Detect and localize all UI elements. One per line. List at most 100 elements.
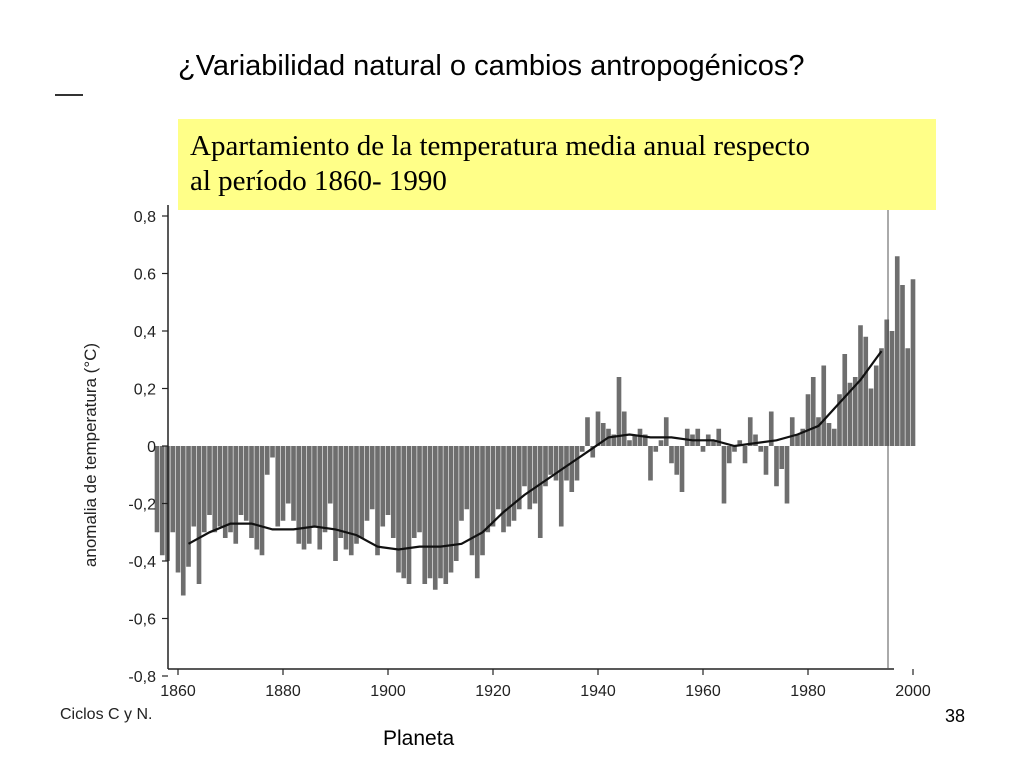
bar <box>600 423 606 446</box>
bar <box>595 411 601 446</box>
bar <box>837 394 842 446</box>
bar <box>159 446 165 556</box>
x-tick-label: 1980 <box>790 683 826 700</box>
bar <box>810 377 816 446</box>
bar <box>548 446 554 475</box>
bar <box>569 446 575 492</box>
bar <box>695 428 701 446</box>
bar <box>301 446 307 550</box>
bar <box>249 446 254 538</box>
y-tick-label: -0,6 <box>128 612 156 629</box>
bar <box>511 446 517 521</box>
bar <box>312 446 317 527</box>
bar <box>884 319 890 446</box>
bar <box>894 256 900 446</box>
trend-line <box>187 350 883 551</box>
bar <box>516 446 522 510</box>
bar <box>380 446 386 527</box>
bar <box>359 446 365 538</box>
bar <box>322 446 328 533</box>
bar <box>537 446 543 538</box>
bar <box>747 417 753 446</box>
bar <box>616 377 622 446</box>
bar <box>270 446 275 458</box>
bar <box>243 446 249 521</box>
bar <box>217 446 223 527</box>
x-tick-label: 1940 <box>580 683 616 700</box>
bar <box>590 446 596 458</box>
bar <box>858 325 863 446</box>
bar <box>296 446 302 544</box>
bar <box>648 446 653 481</box>
bar <box>564 446 569 481</box>
bar <box>658 440 664 446</box>
bar <box>459 446 464 521</box>
bar <box>873 365 879 446</box>
bar <box>264 446 270 475</box>
bar <box>180 446 186 596</box>
bar <box>632 434 638 446</box>
bar <box>338 446 344 538</box>
bar <box>574 446 580 481</box>
bar <box>317 446 323 550</box>
y-tick-label: 0,2 <box>134 382 156 399</box>
y-tick-label: -0,8 <box>128 669 156 686</box>
footer-bottom-text: Planeta <box>383 727 455 750</box>
bar <box>343 446 349 550</box>
bar <box>401 446 407 579</box>
bar <box>816 417 821 446</box>
bar <box>847 382 853 446</box>
bar <box>627 440 632 446</box>
bar <box>737 440 743 446</box>
bar <box>432 446 438 590</box>
bar <box>831 428 837 446</box>
bar <box>506 446 512 527</box>
bar <box>774 446 779 487</box>
bar <box>863 336 869 446</box>
bar <box>763 446 769 475</box>
bar <box>422 446 428 584</box>
bar <box>543 446 548 487</box>
bar <box>868 388 874 446</box>
bar <box>306 446 312 544</box>
bar <box>207 446 212 515</box>
bar <box>485 446 491 533</box>
bar <box>527 446 533 510</box>
bar <box>469 446 475 556</box>
bar <box>669 446 674 464</box>
bar <box>905 348 911 446</box>
bar <box>291 446 296 521</box>
bar <box>653 446 659 452</box>
y-axis-title: anomalia de temperatura (°C) <box>81 343 100 567</box>
bar <box>201 446 207 533</box>
x-axis-ticks: 1860 1880 1900 1920 1940 1960 1980 2000 <box>160 669 931 700</box>
bar <box>753 434 758 446</box>
bar <box>327 446 333 504</box>
bar <box>186 446 191 567</box>
bar <box>417 446 422 533</box>
bar <box>259 446 265 556</box>
bar <box>910 279 916 446</box>
bar <box>805 394 811 446</box>
bar <box>333 446 338 561</box>
bar <box>768 411 774 446</box>
bar <box>285 446 291 504</box>
bar <box>375 446 380 556</box>
bar <box>900 285 905 446</box>
bar <box>175 446 181 573</box>
bar <box>411 446 417 538</box>
bar <box>501 446 506 533</box>
title-underline <box>55 94 83 96</box>
bar <box>716 428 722 446</box>
bar <box>821 365 827 446</box>
bar <box>254 446 260 550</box>
bar <box>453 446 459 561</box>
bar <box>385 446 391 515</box>
bar <box>726 446 732 464</box>
bar <box>364 446 370 521</box>
bar <box>212 446 218 533</box>
y-tick-label: 0,4 <box>134 324 156 341</box>
bar <box>611 434 617 446</box>
x-tick-label: 1960 <box>685 683 721 700</box>
